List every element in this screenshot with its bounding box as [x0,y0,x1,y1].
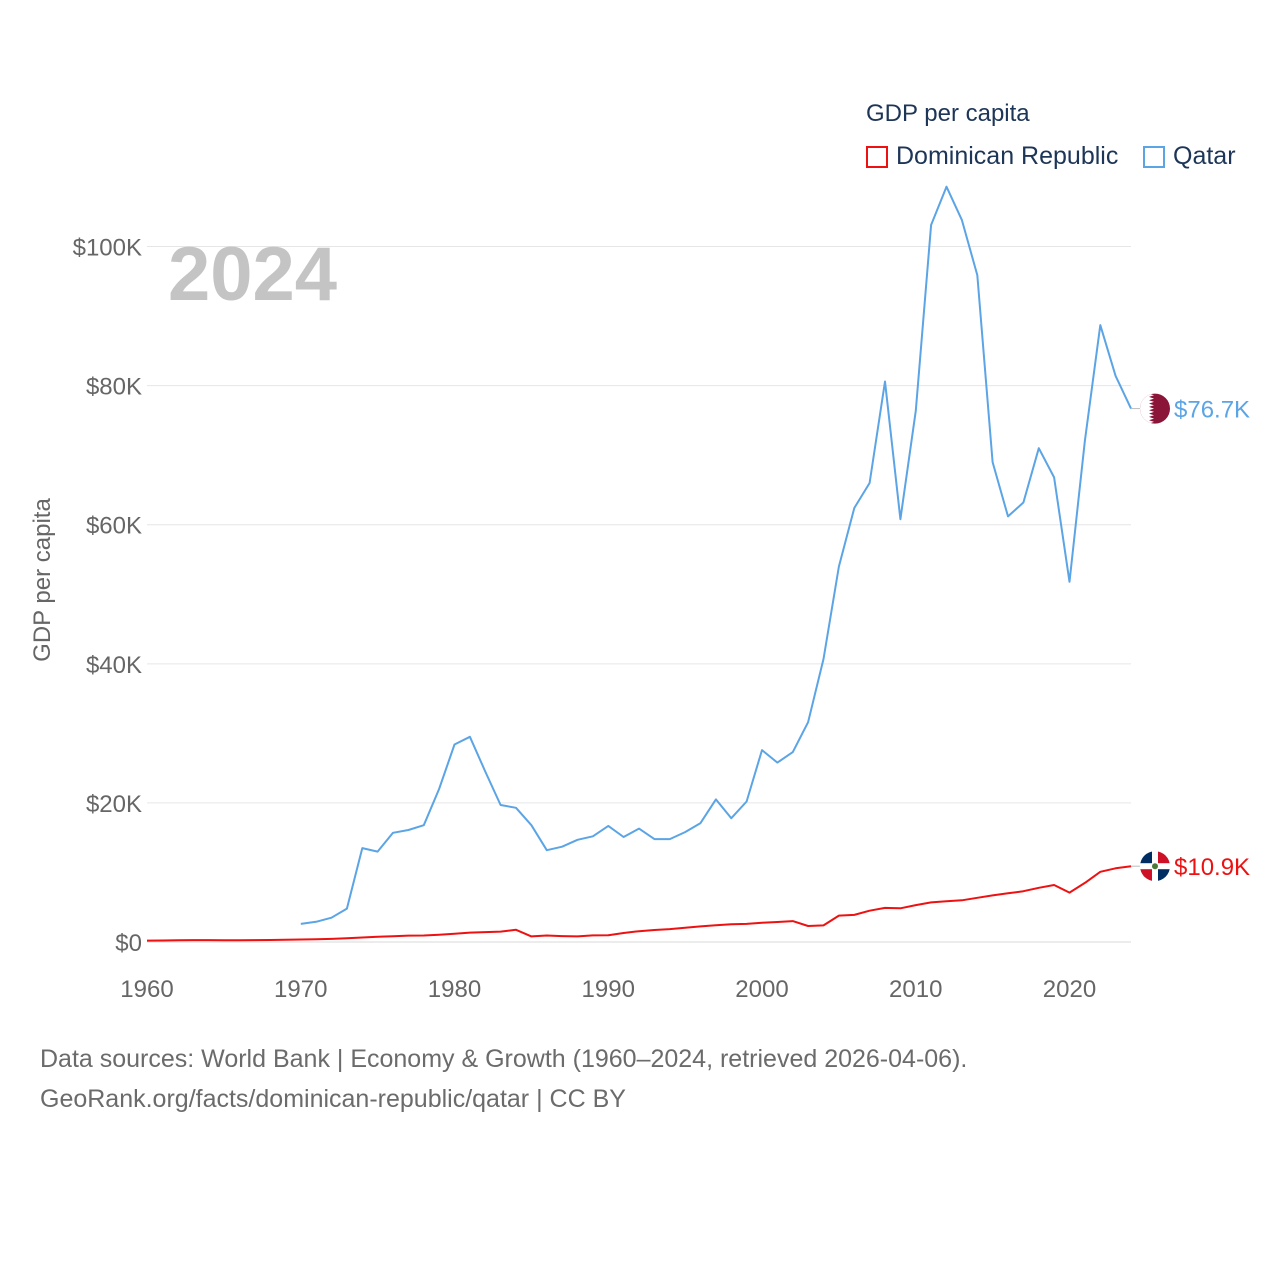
legend-swatch-qatar [1143,145,1165,168]
series-line-qatar [300,185,1132,925]
end-markers: $10.9K $76.7K [1131,393,1250,882]
y-axis-title: GDP per capita [29,498,56,662]
legend-title: GDP per capita [866,100,1030,127]
dr-flag-red-tr [1158,851,1170,864]
dr-flag-blue-br [1158,869,1170,882]
end-value-label: $76.7K [1174,397,1250,424]
data-source-line: Data sources: World Bank | Economy & Gro… [40,1045,968,1073]
y-tick-label: $100K [73,235,142,262]
y-tick-label: $60K [86,513,142,540]
attribution-link[interactable]: GeoRank.org/facts/dominican-republic/qat… [40,1085,626,1113]
legend-swatch-dominican-republic [866,145,888,168]
x-tick-label: 2010 [889,976,942,1003]
end-value-label: $10.9K [1174,854,1250,881]
y-tick-label: $40K [86,652,142,679]
legend-label-qatar: Qatar [1173,142,1236,170]
qatar-flag-icon [1140,393,1170,424]
y-tick-label: $80K [86,374,142,401]
x-tick-label: 1980 [428,976,481,1003]
qatar-flag-white [1140,393,1154,424]
x-tick-label: 2020 [1043,976,1096,1003]
dr-flag-red-bl [1140,869,1152,882]
x-tick-label: 1960 [120,976,173,1003]
x-tick-label: 1990 [582,976,635,1003]
legend-item-qatar[interactable]: Qatar [1143,142,1236,171]
dominican-republic-flag-icon [1140,851,1170,882]
x-axis-ticks: 1960 1970 1980 1990 2000 2010 2020 [120,976,1096,1003]
legend-label-dominican-republic: Dominican Republic [896,142,1119,170]
x-tick-label: 1970 [274,976,327,1003]
y-tick-label: $20K [86,791,142,818]
y-axis-ticks: $0 $20K $40K $60K $80K $100K [73,235,142,957]
series-line-dominican-republic [146,865,1132,942]
year-watermark: 2024 [168,232,337,317]
y-tick-label: $0 [115,930,142,957]
grid-lines [147,246,1131,943]
series-lines [146,185,1132,942]
legend-item-dominican-republic[interactable]: Dominican Republic [866,142,1118,171]
dr-flag-blue-tl [1140,851,1152,864]
x-tick-label: 2000 [735,976,788,1003]
dr-flag-emblem [1152,863,1158,870]
